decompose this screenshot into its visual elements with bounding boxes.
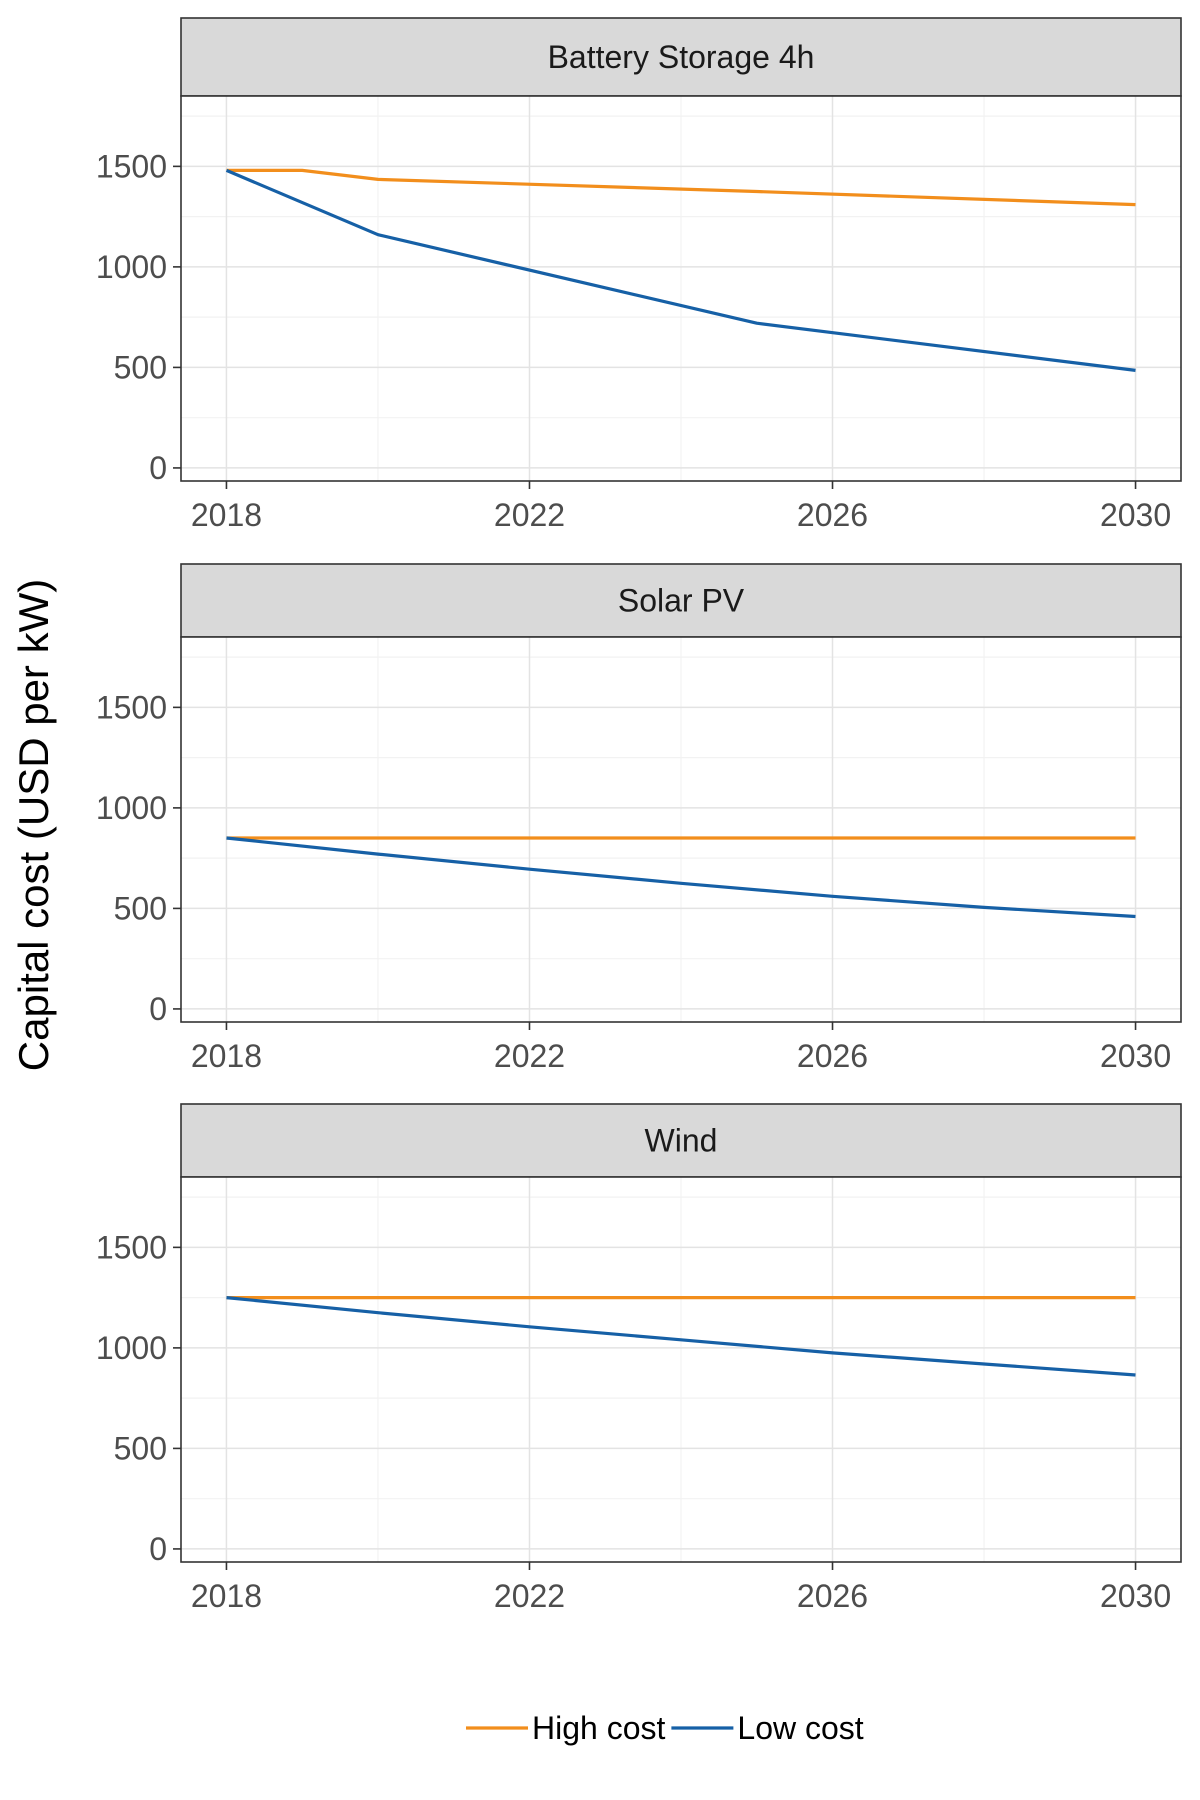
y-tick-label: 500 — [114, 1430, 167, 1466]
panel-border — [180, 636, 1182, 1023]
x-tick-label: 2022 — [494, 1578, 565, 1614]
y-tick-label: 500 — [114, 349, 167, 385]
panel-title: Battery Storage 4h — [548, 39, 815, 75]
panel-strip — [180, 17, 1182, 97]
y-tick-label: 500 — [114, 890, 167, 926]
legend: High cost Low cost — [466, 1710, 864, 1746]
x-tick-label: 2026 — [797, 1578, 868, 1614]
panel-title: Wind — [645, 1123, 718, 1159]
x-tick-label: 2030 — [1100, 1578, 1171, 1614]
y-tick-label: 1500 — [96, 1229, 167, 1265]
panel-2: Solar PV 0 500 1000 1500 2018 2022 2026 2030 — [96, 563, 1182, 1074]
x-tick-label: 2018 — [191, 497, 262, 533]
x-tick-label: 2030 — [1100, 1038, 1171, 1074]
x-tick-label: 2018 — [191, 1038, 262, 1074]
panel-strip — [180, 1103, 1182, 1178]
y-tick-label: 1000 — [96, 790, 167, 826]
y-tick-label: 1500 — [96, 689, 167, 725]
y-tick-label: 0 — [149, 991, 167, 1027]
panel-1: Battery Storage 4h 0 500 1000 1500 2018 2022 20… — [96, 17, 1182, 533]
series-line-low-cost — [225, 168, 1136, 372]
panel-border — [180, 95, 1182, 482]
legend-label-high-cost: High cost — [532, 1710, 666, 1746]
x-tick-label: 2022 — [494, 497, 565, 533]
x-tick-label: 2026 — [797, 497, 868, 533]
series-line-low-cost — [226, 836, 1136, 919]
y-tick-label: 0 — [149, 1531, 167, 1567]
y-tick-label: 0 — [149, 450, 167, 486]
y-tick-label: 1500 — [96, 148, 167, 184]
x-tick-label: 2030 — [1100, 497, 1171, 533]
legend-label-low-cost: Low cost — [737, 1710, 863, 1746]
x-tick-label: 2018 — [191, 1578, 262, 1614]
panel-border — [180, 1176, 1182, 1563]
panel-3: Wind 0 500 1000 1500 2018 2022 2026 2030 — [96, 1103, 1182, 1614]
y-tick-label: 1000 — [96, 249, 167, 285]
y-tick-label: 1000 — [96, 1330, 167, 1366]
chart-panels: Battery Storage 4h 0 500 1000 1500 2018 2022 20… — [96, 17, 1182, 1614]
x-tick-label: 2026 — [797, 1038, 868, 1074]
panel-title: Solar PV — [618, 583, 745, 619]
y-axis-label: Capital cost (USD per kW) — [10, 579, 57, 1071]
series-line-low-cost — [226, 1296, 1136, 1377]
x-tick-label: 2022 — [494, 1038, 565, 1074]
series-line-high-cost — [226, 168, 1136, 207]
